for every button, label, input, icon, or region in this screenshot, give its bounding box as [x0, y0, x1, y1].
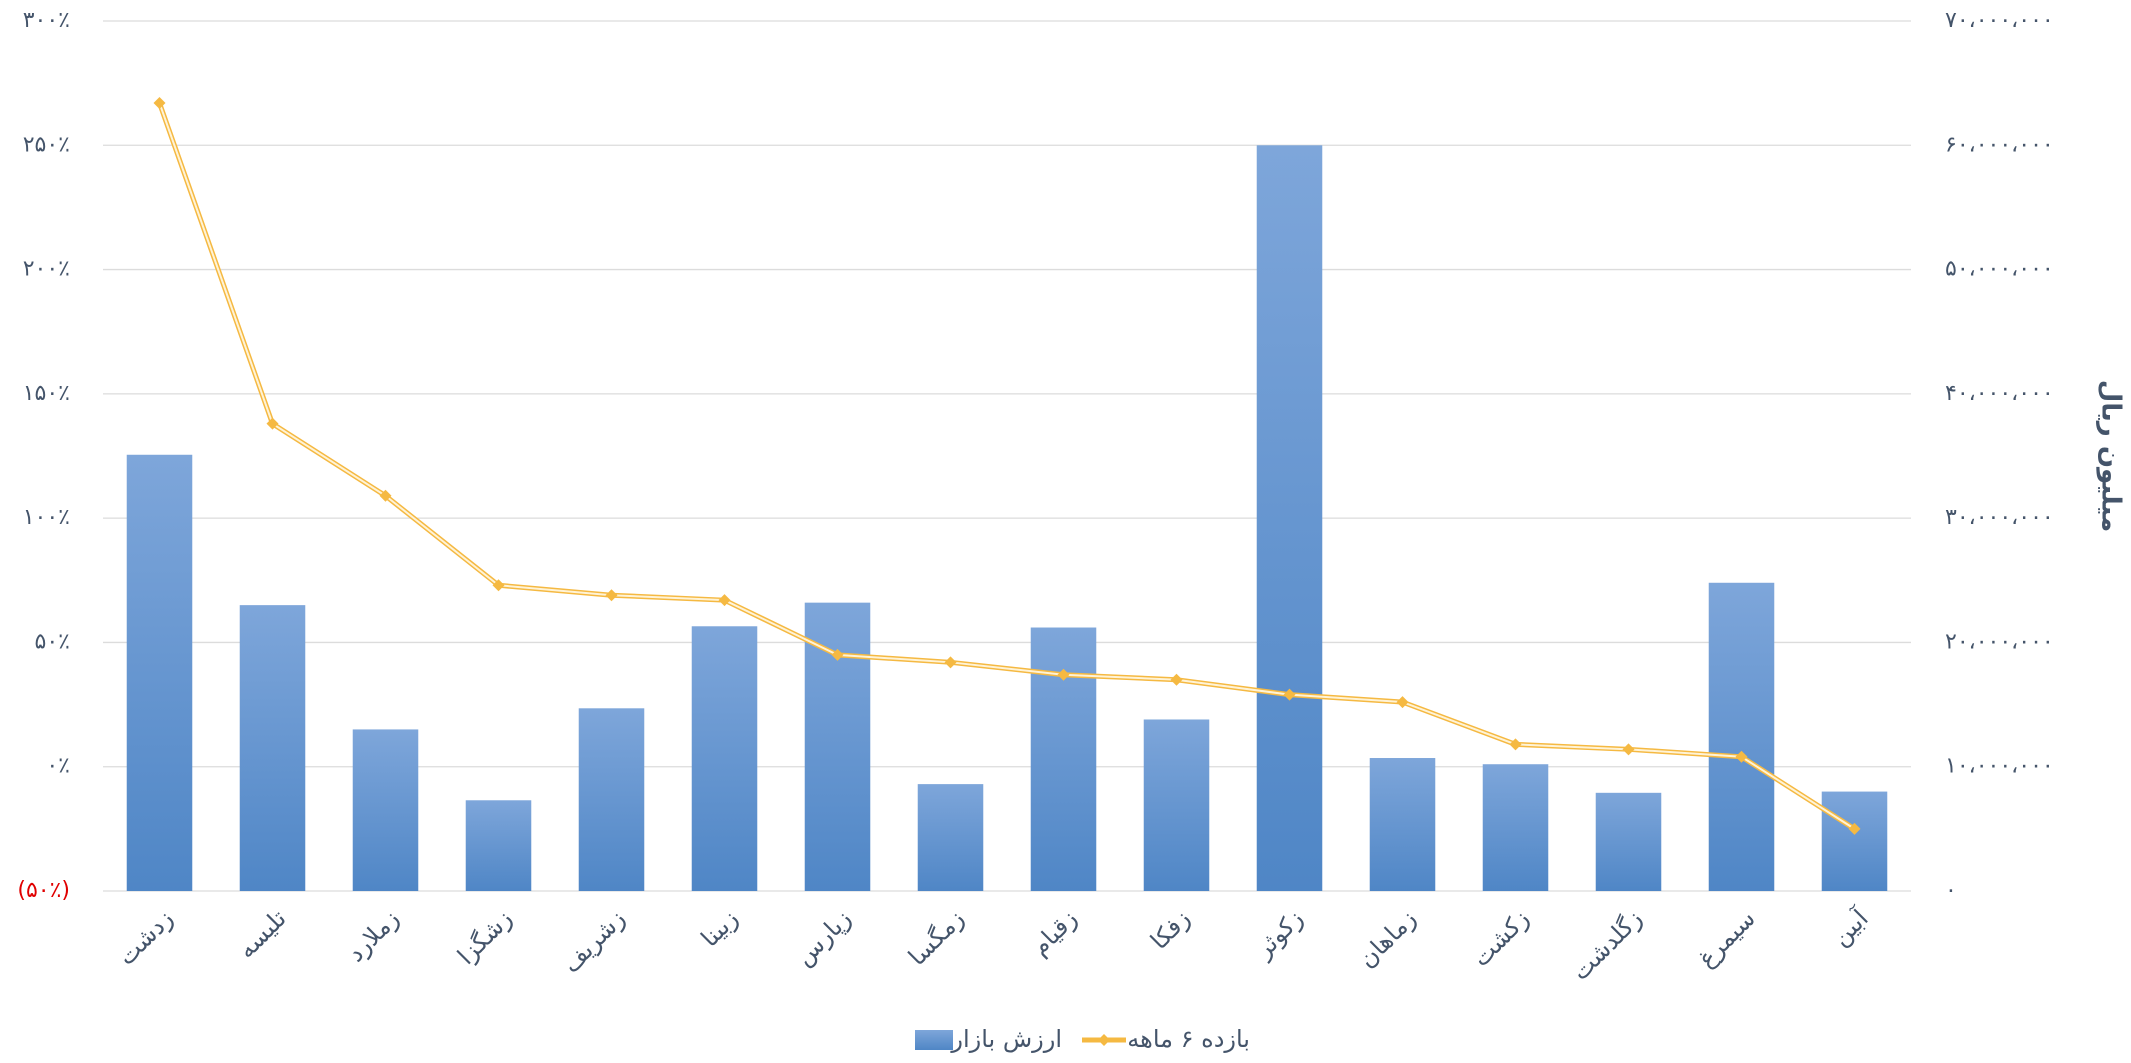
y-tick-label: (۵۰٪): [17, 878, 70, 903]
line-marker: [1283, 688, 1296, 701]
y2-tick-label: ۲۰،۰۰۰،۰۰۰: [1945, 629, 2054, 654]
x-tick-label: زفکا: [1145, 904, 1196, 955]
legend-label: ارزش بازار: [950, 1025, 1062, 1053]
x-tick-label: زملارد: [342, 904, 405, 967]
legend-label: بازده ۶ ماهه: [1127, 1025, 1250, 1053]
bar: [1821, 791, 1888, 891]
y2-tick-label: ۳۰،۰۰۰،۰۰۰: [1945, 505, 2054, 530]
line-marker: [1735, 750, 1748, 763]
x-tick-label: زبینا: [696, 904, 744, 952]
legend: ارزش بازار بازده ۶ ماهه: [915, 1025, 1250, 1053]
x-tick-label: زگلدشت: [1566, 904, 1647, 985]
y2-tick-label: ۶۰،۰۰۰،۰۰۰: [1945, 132, 2054, 157]
x-tick-label: زمگسا: [903, 904, 970, 971]
line-series: [158, 102, 1856, 830]
y-tick-label: ۱۵۰٪: [23, 381, 70, 406]
y2-tick-label: ۰: [1945, 878, 1957, 903]
x-tick-label: زدشت: [112, 904, 178, 970]
y2-tick-label: ۱۰،۰۰۰،۰۰۰: [1945, 754, 2054, 779]
bar: [578, 708, 645, 891]
bar: [126, 454, 193, 891]
y-tick-label: ۰٪: [46, 754, 70, 779]
line-marker: [1170, 673, 1183, 686]
bar: [1143, 719, 1210, 891]
y2-tick-label: ۷۰،۰۰۰،۰۰۰: [1945, 8, 2054, 33]
y-tick-label: ۲۵۰٪: [23, 132, 70, 157]
bar: [352, 729, 419, 891]
y2-tick-label: ۴۰،۰۰۰،۰۰۰: [1945, 381, 2054, 406]
x-tick-label: زماهان: [1353, 904, 1422, 973]
line-marker: [266, 417, 279, 430]
bar: [917, 784, 984, 891]
line-marker: [1057, 668, 1070, 681]
x-tick-label: تلیسه: [232, 904, 292, 964]
x-tick-label: زپارس: [790, 904, 857, 971]
bar: [239, 605, 306, 891]
y2-tick-label: ۵۰،۰۰۰،۰۰۰: [1945, 257, 2054, 282]
x-tick-label: زشگزا: [452, 904, 518, 970]
lines: [153, 97, 1861, 835]
bar: [465, 800, 532, 891]
y-tick-label: ۱۰۰٪: [23, 505, 70, 530]
x-tick-label: آبین: [1826, 903, 1875, 952]
bar: [1482, 764, 1549, 891]
line-marker: [1622, 743, 1635, 756]
y-tick-label: ۵۰٪: [35, 629, 70, 654]
bar: [1708, 582, 1775, 891]
line-marker: [831, 648, 844, 661]
y-tick-label: ۳۰۰٪: [23, 8, 70, 33]
line-marker: [944, 656, 957, 669]
line-marker: [153, 97, 166, 110]
bar: [1030, 627, 1097, 891]
line-marker: [492, 579, 505, 592]
line-marker: [1396, 696, 1409, 709]
line-marker: [605, 589, 618, 602]
x-tick-label: زقیام: [1026, 904, 1083, 961]
bars: [126, 145, 1888, 892]
bar: [1369, 758, 1436, 891]
x-tick-label: زکشت: [1467, 904, 1535, 972]
line-series-outline: [157, 102, 1856, 831]
bar: [1595, 792, 1662, 891]
x-tick-label: سیمرغ: [1692, 904, 1760, 972]
legend-swatch: [915, 1030, 953, 1050]
line-marker: [718, 594, 731, 607]
bar: [1256, 145, 1323, 892]
x-tick-label: زشریف: [557, 904, 631, 978]
line-marker: [379, 489, 392, 502]
x-tick-label: زکوثر: [1249, 904, 1309, 964]
legend-swatch: [1098, 1034, 1110, 1046]
y-tick-label: ۲۰۰٪: [23, 257, 70, 282]
y2-axis-title: میلیون ریال: [2096, 380, 2126, 533]
bar: [691, 626, 758, 891]
line-marker: [1509, 738, 1522, 751]
line-marker: [1848, 822, 1861, 835]
